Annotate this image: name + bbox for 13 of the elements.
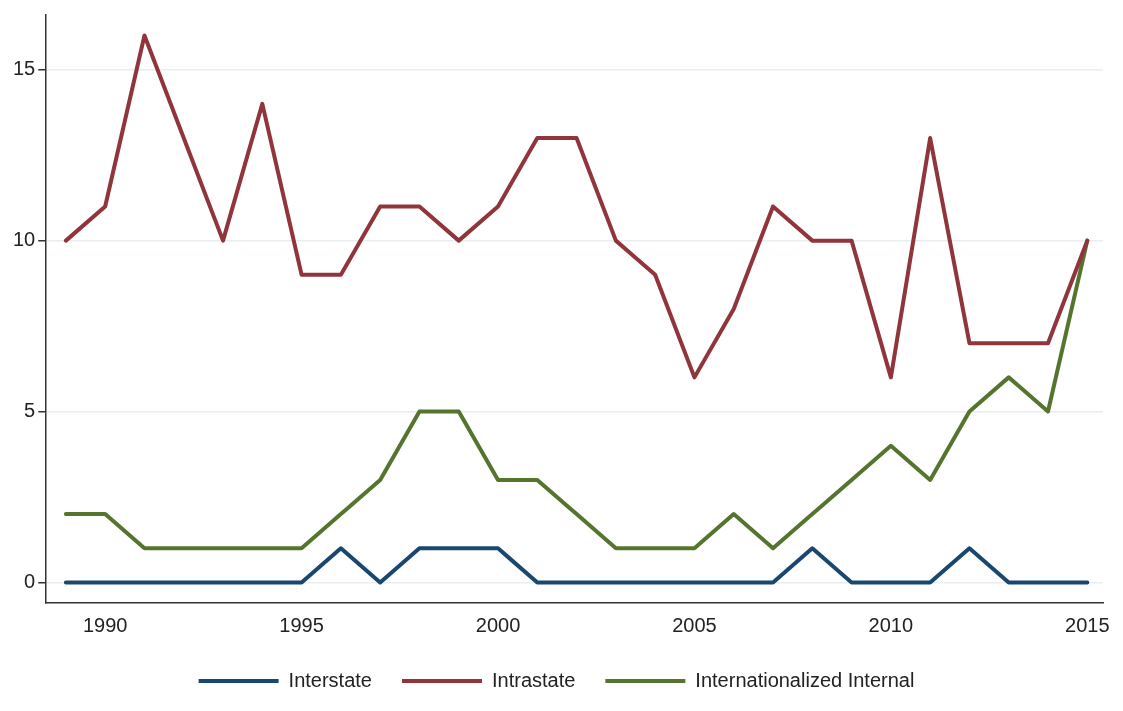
legend-label: Interstate [288,668,372,691]
x-tick-label: 2010 [868,613,914,636]
y-tick-label: 10 [13,228,36,251]
x-tick-label: 1995 [279,613,324,636]
y-tick-label: 5 [24,399,36,422]
y-tick-label: 0 [24,570,36,592]
x-tick-label: 2015 [1065,613,1110,636]
legend-label: Intrastate [491,668,576,691]
x-tick-label: 1990 [82,613,128,636]
legend-label: Internationalized Internal [695,668,915,691]
y-tick-label: 15 [13,57,36,80]
x-tick-label: 2000 [475,613,521,636]
x-tick-label: 2005 [672,613,717,636]
